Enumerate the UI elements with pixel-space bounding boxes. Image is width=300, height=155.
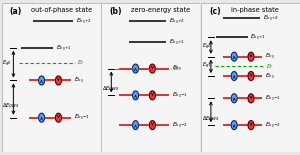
Text: (a): (a) — [9, 7, 22, 16]
Circle shape — [149, 91, 155, 100]
Circle shape — [39, 76, 45, 85]
Circle shape — [56, 76, 62, 85]
Circle shape — [39, 113, 45, 122]
Text: $E_{k_0\!+\!1}$: $E_{k_0\!+\!1}$ — [169, 37, 185, 46]
Circle shape — [133, 121, 139, 130]
Circle shape — [231, 94, 237, 103]
Text: $\Delta E_{QWS}$: $\Delta E_{QWS}$ — [102, 85, 120, 94]
Circle shape — [248, 121, 254, 130]
FancyBboxPatch shape — [101, 3, 200, 152]
FancyBboxPatch shape — [201, 3, 300, 152]
Text: $E_{g1}$: $E_{g1}$ — [202, 61, 212, 71]
Text: $E_{g0}$: $E_{g0}$ — [2, 59, 12, 69]
Text: $E_{k_0\!+\!2}$: $E_{k_0\!+\!2}$ — [169, 16, 185, 26]
Text: $E_{k_0\!-\!2}$: $E_{k_0\!-\!2}$ — [172, 120, 188, 130]
Text: $E_{k_0}$: $E_{k_0}$ — [266, 71, 275, 81]
Circle shape — [149, 121, 155, 130]
Text: $\Delta E_{QWS}$: $\Delta E_{QWS}$ — [202, 115, 220, 124]
Circle shape — [248, 94, 254, 103]
Text: in-phase state: in-phase state — [231, 7, 279, 13]
Text: (c): (c) — [209, 7, 220, 16]
Text: $E_{k_0\!+\!2}$: $E_{k_0\!+\!2}$ — [263, 13, 279, 23]
Circle shape — [56, 113, 62, 122]
Text: $E_{g2}$: $E_{g2}$ — [202, 42, 212, 52]
Circle shape — [133, 91, 139, 100]
Text: $E_{k_0\!-\!2}$: $E_{k_0\!-\!2}$ — [266, 120, 281, 130]
Text: $\Delta E_{QWS}$: $\Delta E_{QWS}$ — [2, 102, 20, 111]
Circle shape — [248, 72, 254, 80]
Circle shape — [248, 52, 254, 61]
FancyBboxPatch shape — [2, 3, 100, 152]
Text: $E_F$: $E_F$ — [77, 58, 85, 67]
Circle shape — [149, 64, 155, 73]
Text: $E_{k_0}$: $E_{k_0}$ — [266, 52, 275, 61]
Text: $E_{k_0\!+\!1}$: $E_{k_0\!+\!1}$ — [250, 33, 266, 42]
Text: $E_F$: $E_F$ — [173, 64, 181, 73]
Text: $E_{k_0\!-\!1}$: $E_{k_0\!-\!1}$ — [172, 91, 188, 100]
Text: zero-energy state: zero-energy state — [131, 7, 190, 13]
Text: $E_{k_0}$: $E_{k_0}$ — [172, 64, 182, 73]
Text: (b): (b) — [109, 7, 122, 16]
Circle shape — [231, 121, 237, 130]
Circle shape — [231, 72, 237, 80]
Circle shape — [231, 52, 237, 61]
Circle shape — [133, 64, 139, 73]
Text: $E_F$: $E_F$ — [266, 62, 275, 71]
Text: out-of-phase state: out-of-phase state — [31, 7, 92, 13]
Text: $E_{k_0\!+\!1}$: $E_{k_0\!+\!1}$ — [56, 43, 72, 53]
Text: $E_{k_0\!-\!1}$: $E_{k_0\!-\!1}$ — [266, 94, 281, 103]
Text: $E_{k_0}$: $E_{k_0}$ — [74, 76, 83, 85]
Text: $E_{k_0\!+\!2}$: $E_{k_0\!+\!2}$ — [76, 16, 92, 26]
Text: $E_{k_0\!-\!1}$: $E_{k_0\!-\!1}$ — [74, 113, 90, 122]
